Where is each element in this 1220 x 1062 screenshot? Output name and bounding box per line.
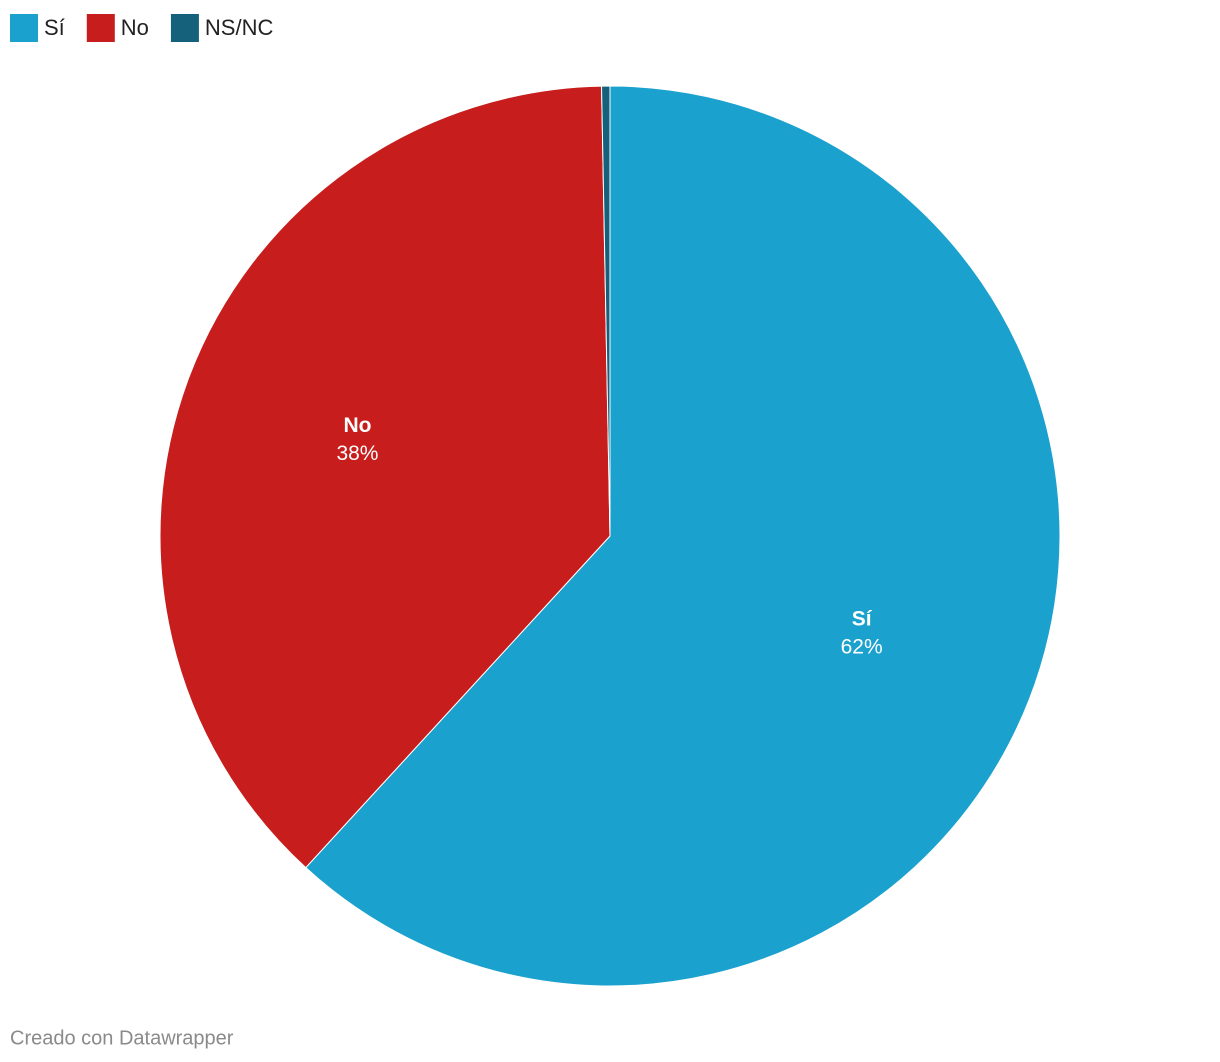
legend-label: No [121, 15, 149, 40]
slice-name: No [343, 414, 371, 437]
slice-value: 62% [841, 635, 883, 658]
pie-slice [305, 85, 1061, 987]
legend-swatch [10, 14, 38, 42]
pie-slice [601, 85, 611, 537]
legend-swatch [86, 14, 115, 42]
pie-slice [159, 85, 611, 869]
credit: Creado con Datawrapper [10, 1027, 234, 1049]
slice-value: 38% [336, 442, 378, 465]
slice-name: Sí [852, 607, 873, 630]
legend-swatch [170, 14, 199, 42]
legend-label: Sí [44, 15, 65, 40]
legend-label: NS/NC [205, 15, 274, 40]
